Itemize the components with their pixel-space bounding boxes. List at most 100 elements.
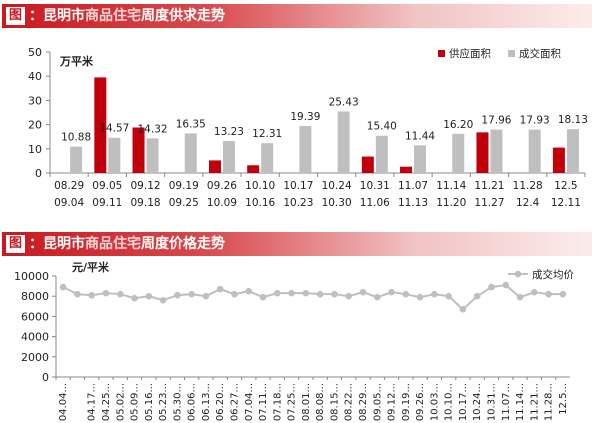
- price-point: [174, 291, 181, 299]
- price-point: [245, 287, 253, 295]
- supply-bar: [94, 77, 107, 173]
- deal-bar: [184, 133, 197, 173]
- deal-bar: [146, 138, 159, 173]
- x-tick-label-end: 10.09: [207, 197, 237, 209]
- deal-bar: [337, 111, 350, 173]
- deal-value-label: 11.44: [405, 130, 435, 142]
- x-tick-label-start: 08.29: [54, 180, 84, 192]
- x-tick-label: 06.06...: [187, 383, 198, 421]
- x-tick-label: 05.23...: [158, 383, 169, 421]
- deal-value-label: 14.32: [138, 123, 168, 135]
- price-point: [59, 283, 67, 291]
- x-tick-label: 04.17...: [87, 383, 98, 421]
- price-point: [331, 290, 338, 298]
- deal-bar: [261, 143, 274, 173]
- x-tick-label: 09.05...: [372, 383, 383, 421]
- chart1-title-prefix: ：昆明市: [29, 8, 86, 24]
- y-axis-title: 元/平米: [72, 260, 110, 274]
- x-tick-label: 08.15...: [329, 383, 340, 421]
- price-point: [516, 293, 524, 301]
- chart1-title-highlight: 商品住宅: [85, 8, 142, 24]
- y-axis-title: 万平米: [59, 54, 94, 68]
- x-tick-label: 09.26...: [415, 383, 426, 421]
- y-tick-label: 2000: [21, 351, 49, 364]
- price-point: [316, 290, 324, 298]
- y-tick-label: 50: [28, 46, 42, 59]
- deal-bar: [222, 140, 235, 173]
- price-series-line: [62, 284, 563, 311]
- price-point: [131, 294, 138, 302]
- chart2-title-banner: 图：昆明市商品住宅周度价格走势: [2, 232, 592, 256]
- chart2-title-tag: 图: [6, 235, 26, 253]
- price-point: [488, 283, 495, 291]
- deal-value-label: 17.96: [481, 115, 511, 127]
- x-tick-label-start: 09.26: [207, 180, 237, 192]
- x-tick-label: 10.24...: [472, 383, 483, 421]
- deal-value-label: 12.31: [252, 128, 282, 140]
- price-point: [302, 289, 310, 297]
- deal-bar: [299, 126, 312, 173]
- price-point: [116, 290, 124, 298]
- y-tick-label: 0: [35, 167, 42, 180]
- y-tick-label: 8000: [21, 290, 49, 303]
- x-tick-label: 11.21...: [529, 383, 540, 421]
- price-point: [288, 289, 295, 297]
- price-point: [345, 292, 352, 300]
- legend-deal-swatch: [508, 50, 515, 57]
- x-tick-label-end: 09.25: [169, 197, 199, 209]
- chart1-title-tag: 图: [6, 7, 26, 25]
- x-tick-label: 06.20...: [215, 383, 226, 421]
- deal-value-label: 16.20: [443, 119, 473, 131]
- x-tick-label-start: 09.05: [92, 180, 122, 192]
- deal-bar: [414, 145, 427, 173]
- price-point: [431, 290, 438, 298]
- x-tick-label: 08.08...: [315, 383, 326, 421]
- x-tick-label: 05.02...: [115, 383, 126, 421]
- price-point: [559, 290, 567, 298]
- x-tick-label-end: 11.20: [436, 197, 466, 209]
- x-tick-label: 09.19...: [401, 383, 412, 421]
- deal-value-label: 10.88: [61, 132, 91, 144]
- x-tick-label-end: 10.16: [245, 197, 275, 209]
- supply-bar: [132, 127, 145, 173]
- price-point: [145, 292, 153, 300]
- y-tick-label: 4000: [21, 331, 49, 344]
- x-tick-label-start: 11.07: [398, 180, 428, 192]
- deal-value-label: 17.93: [520, 115, 550, 127]
- x-tick-label: 07.25...: [287, 383, 298, 421]
- y-tick-label: 40: [28, 70, 42, 83]
- deal-bar: [566, 129, 579, 173]
- supply-bar: [552, 147, 565, 173]
- chart1-title-banner: 图：昆明市商品住宅周度供求走势: [2, 4, 592, 28]
- x-tick-label-start: 09.12: [131, 180, 161, 192]
- deal-value-label: 14.57: [99, 123, 129, 135]
- legend-supply-label: 供应面积: [449, 47, 491, 60]
- x-tick-label: 10.17...: [458, 383, 469, 421]
- deal-value-label: 19.39: [290, 111, 320, 123]
- y-tick-label: 10000: [14, 270, 49, 283]
- x-tick-label-end: 09.18: [131, 197, 161, 209]
- x-tick-label: 06.13...: [201, 383, 212, 421]
- x-tick-label: 11.14...: [515, 383, 526, 421]
- x-tick-label-end: 10.23: [283, 197, 313, 209]
- x-tick-label: 10.31...: [486, 383, 497, 421]
- x-tick-label: 07.11...: [258, 383, 269, 421]
- x-tick-label: 05.09...: [130, 383, 141, 421]
- deal-bar: [490, 129, 503, 173]
- x-tick-label: 10.10...: [444, 383, 455, 421]
- price-point: [274, 289, 281, 297]
- price-point: [74, 290, 81, 298]
- x-tick-label-end: 12.11: [551, 197, 581, 209]
- deal-bar: [108, 137, 121, 173]
- y-tick-label: 0: [42, 371, 49, 384]
- price-point: [373, 293, 381, 301]
- deal-bar: [375, 135, 388, 173]
- supply-demand-bar-chart: 0 10 20 30 40 50 万平米 10.88 08.29 09.04 14.57 09.05 0…: [28, 46, 588, 209]
- x-tick-label-start: 10.24: [322, 180, 352, 192]
- deal-value-label: 25.43: [329, 96, 359, 108]
- chart1-title-suffix: 周度供求走势: [141, 8, 226, 24]
- price-point: [545, 290, 552, 298]
- deal-bar: [452, 133, 465, 173]
- x-tick-label: 11.07...: [501, 383, 512, 421]
- price-point: [459, 306, 467, 313]
